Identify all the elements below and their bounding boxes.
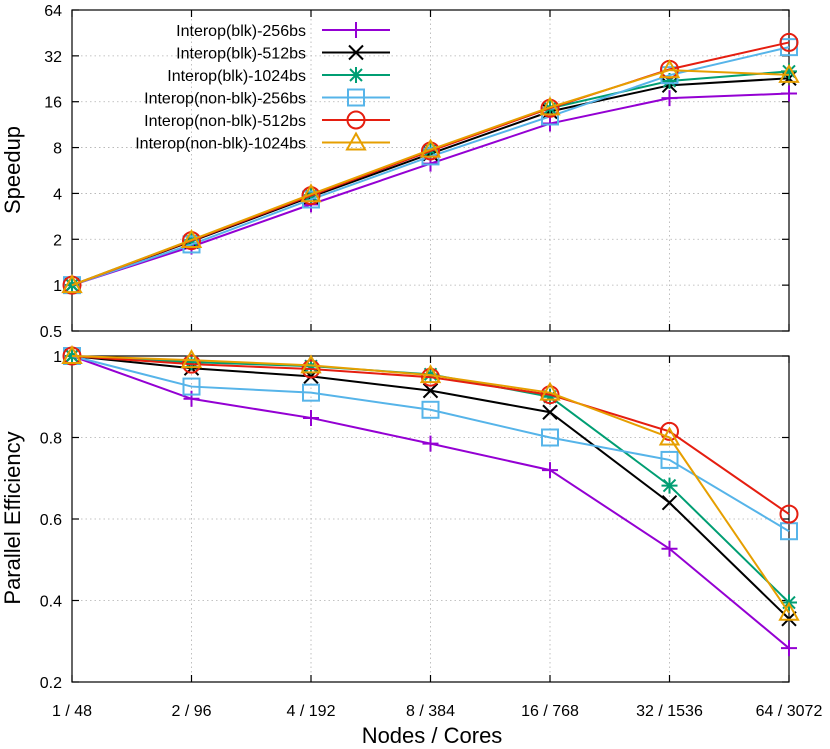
speedup-ytick-label: 0.5	[40, 324, 62, 341]
xtick-label: 8 / 384	[406, 703, 455, 720]
efficiency-data-point	[660, 450, 679, 469]
efficiency-data-point	[779, 504, 799, 524]
legend: Interop(blk)-256bs Interop(blk)-512bs Inte…	[135, 22, 390, 153]
speedup-data-point	[781, 63, 797, 80]
legend-item: Interop(blk)-256bs	[176, 22, 390, 40]
efficiency-data-point	[183, 390, 200, 407]
speedup-ytick-label: 1	[53, 278, 62, 295]
legend-item: Interop(non-blk)-256bs	[144, 88, 390, 108]
efficiency-data-point	[781, 640, 797, 657]
efficiency-data-point	[539, 381, 561, 401]
legend-marker	[348, 44, 364, 61]
efficiency-ytick-label: 1	[53, 349, 62, 366]
efficiency-data-point	[540, 385, 560, 405]
speedup-panel: 0.5 1 2 4 8 16 32 64	[40, 3, 800, 341]
speedup-data-point	[781, 85, 797, 102]
legend-item: Interop(non-blk)-1024bs	[135, 131, 390, 153]
xtick-label: 2 / 96	[171, 703, 211, 720]
efficiency-series-3	[64, 348, 797, 611]
legend-marker	[347, 88, 365, 107]
speedup-ytick-label: 64	[44, 3, 62, 20]
legend-marker	[348, 22, 364, 38]
efficiency-data-point	[542, 404, 558, 420]
efficiency-series-line	[71, 355, 790, 533]
efficiency-data-point	[183, 354, 200, 371]
xtick-label: 1 / 48	[52, 703, 92, 720]
speedup-data-point	[61, 274, 83, 294]
efficiency-data-point	[301, 359, 321, 379]
efficiency-data-point	[541, 428, 559, 447]
efficiency-data-point	[303, 409, 319, 426]
efficiency-series-6	[61, 344, 800, 621]
efficiency-ytick-label: 0.8	[40, 431, 62, 448]
efficiency-ytick-label: 0.4	[40, 594, 62, 611]
legend-item: Interop(blk)-512bs	[176, 44, 390, 63]
x-axis-title: Nodes / Cores	[362, 723, 503, 748]
speedup-series-line	[71, 69, 790, 287]
efficiency-axis-title: Parallel Efficiency	[0, 431, 25, 604]
speedup-ytick-label: 8	[53, 141, 62, 158]
efficiency-data-point	[661, 540, 678, 557]
speedup-series-6	[61, 59, 800, 294]
speedup-data-point	[661, 90, 678, 107]
efficiency-data-point	[300, 354, 322, 374]
legend-label: Interop(non-blk)-1024bs	[135, 136, 306, 153]
efficiency-series-line	[71, 355, 790, 614]
xtick-label: 16 / 768	[521, 703, 579, 720]
xtick-label: 4 / 192	[287, 703, 336, 720]
efficiency-data-point	[180, 349, 203, 369]
legend-marker	[348, 67, 364, 83]
efficiency-ytick-label: 0.2	[40, 675, 62, 692]
efficiency-data-point	[302, 383, 320, 402]
legend-item: Interop(non-blk)-512bs	[144, 110, 390, 130]
speedup-data-point	[778, 63, 800, 83]
efficiency-data-point	[182, 377, 201, 396]
efficiency-series-line	[71, 355, 790, 515]
efficiency-data-point	[61, 344, 83, 364]
speedup-data-point	[64, 277, 80, 294]
speedup-data-point	[180, 228, 203, 248]
speedup-ytick-label: 32	[44, 49, 62, 66]
efficiency-data-point	[661, 477, 678, 494]
legend-marker	[345, 131, 367, 151]
efficiency-ytick-label: 0.6	[40, 512, 62, 529]
efficiency-data-point	[542, 388, 558, 405]
efficiency-data-point	[421, 400, 440, 419]
speedup-data-point	[300, 183, 322, 203]
speedup-axis-title: Speedup	[0, 126, 25, 214]
efficiency-data-point	[660, 421, 679, 441]
speedup-data-point	[661, 72, 678, 89]
legend-label: Interop(blk)-512bs	[176, 46, 306, 63]
efficiency-panel: 0.2 0.4 0.6 0.8 1 1 / 48 2 / 96 4 / 192 8 / 384 1…	[40, 344, 823, 720]
efficiency-data-point	[778, 601, 800, 621]
speedup-ytick-label: 4	[53, 186, 62, 203]
legend-label: Interop(non-blk)-256bs	[144, 91, 306, 108]
speedup-data-point	[779, 32, 799, 52]
xtick-label: 64 / 3072	[756, 703, 823, 720]
efficiency-data-point	[542, 462, 558, 479]
efficiency-data-point	[658, 426, 681, 446]
legend-label: Interop(blk)-256bs	[176, 23, 306, 40]
legend-item: Interop(blk)-1024bs	[167, 67, 390, 85]
efficiency-series-1	[64, 348, 797, 657]
efficiency-data-point	[419, 364, 442, 384]
speedup-data-point	[419, 138, 442, 158]
speedup-ytick-label: 16	[44, 95, 62, 112]
speedup-ytick-label: 2	[53, 232, 62, 249]
speedup-data-point	[539, 96, 561, 116]
efficiency-data-point	[422, 435, 439, 452]
efficiency-data-point	[661, 494, 678, 511]
legend-marker	[346, 110, 366, 130]
xtick-label: 32 / 1536	[636, 703, 703, 720]
speedup-data-point	[658, 59, 681, 79]
legend-label: Interop(blk)-1024bs	[167, 68, 306, 85]
legend-label: Interop(non-blk)-512bs	[144, 113, 306, 130]
efficiency-data-point	[422, 382, 439, 399]
